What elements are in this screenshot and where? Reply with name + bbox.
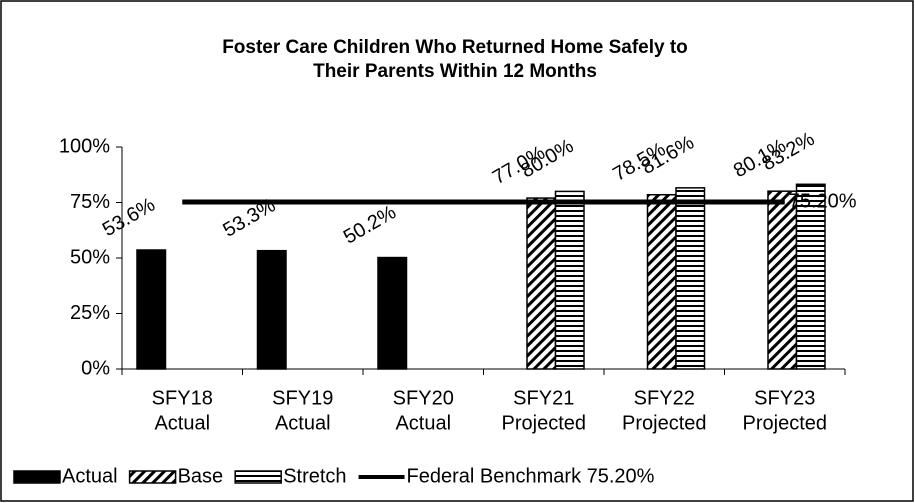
bar	[795, 183, 826, 370]
chart-title: Their Parents Within 12 Months	[313, 61, 597, 82]
y-tick-label: 75%	[70, 191, 110, 213]
x-tick-label: Projected	[502, 412, 587, 434]
benchmark-label: 75.20%	[789, 190, 857, 212]
bar	[526, 197, 557, 370]
y-tick-label: 25%	[70, 302, 110, 324]
x-tick-label: SFY22	[634, 387, 695, 409]
chart-title: Foster Care Children Who Returned Home S…	[222, 37, 688, 58]
x-tick-label: Projected	[622, 412, 707, 434]
legend-label: Base	[178, 465, 224, 487]
x-tick-label: SFY19	[272, 387, 333, 409]
bar	[377, 256, 408, 370]
bar	[256, 249, 287, 370]
legend-label: Actual	[62, 465, 118, 487]
y-tick-label: 100%	[59, 135, 110, 157]
x-tick-label: Actual	[275, 412, 331, 434]
legend-swatch	[234, 470, 282, 484]
x-tick-label: Actual	[395, 412, 451, 434]
legend-label: Federal Benchmark 75.20%	[407, 465, 655, 487]
x-tick-label: Projected	[743, 412, 828, 434]
y-tick-label: 0%	[81, 357, 110, 379]
legend-swatch	[128, 470, 177, 484]
y-tick-label: 50%	[70, 246, 110, 268]
legend-swatch	[13, 470, 61, 484]
bar	[646, 193, 677, 370]
x-tick-label: SFY20	[393, 387, 454, 409]
bar	[767, 190, 798, 370]
x-tick-label: SFY21	[513, 387, 574, 409]
x-tick-label: SFY23	[754, 387, 815, 409]
x-tick-label: Actual	[154, 412, 210, 434]
bar	[136, 249, 167, 370]
legend-label: Stretch	[283, 465, 346, 487]
x-tick-label: SFY18	[152, 387, 213, 409]
bar	[675, 187, 706, 370]
bar	[554, 190, 585, 370]
